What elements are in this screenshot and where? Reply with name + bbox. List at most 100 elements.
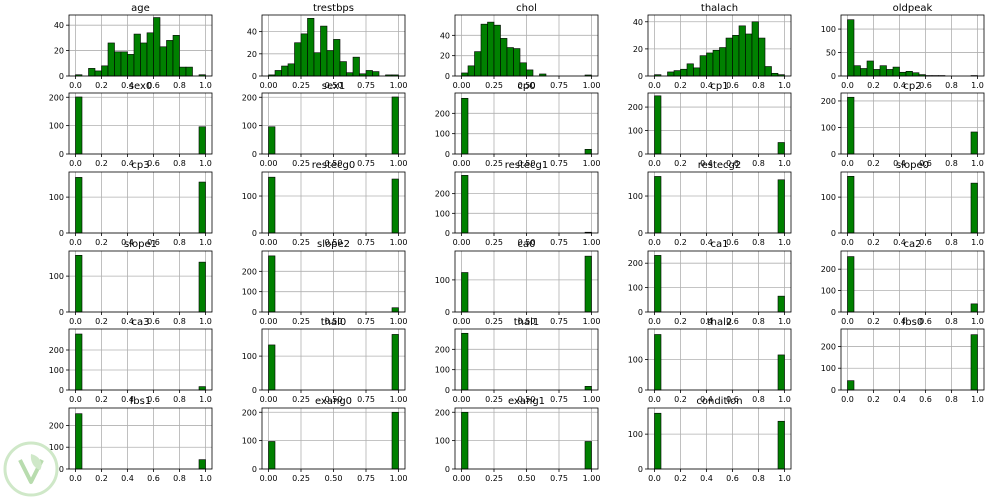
x-tick-label: 0.50 xyxy=(518,159,536,168)
y-tick-label: 100 xyxy=(628,356,643,365)
y-tick-label: 200 xyxy=(821,265,836,274)
x-tick-label: 0.25 xyxy=(485,159,503,168)
histogram-bar xyxy=(114,51,122,77)
x-tick-label: 0.75 xyxy=(357,81,375,90)
axes-frame xyxy=(647,171,792,234)
histogram-trestbps: 0 20 40 0.00 0.25 0.50 0.75 1.00 trestbps xyxy=(247,3,408,90)
histogram-title: ca2 xyxy=(904,239,922,250)
x-tick-label: 0.4 xyxy=(121,474,134,483)
y-tick-label: 0 xyxy=(831,308,836,317)
y-tick-label: 100 xyxy=(242,288,257,297)
histogram-bar xyxy=(461,272,469,313)
x-tick-label: 0.2 xyxy=(674,317,687,326)
x-tick-label: 0.75 xyxy=(357,159,375,168)
x-tick-label: 0.0 xyxy=(841,395,854,404)
histogram-bar xyxy=(699,55,707,77)
histogram-title: condition xyxy=(696,396,742,407)
x-tick-label: 0.75 xyxy=(550,159,568,168)
y-tick-label: 0 xyxy=(445,229,450,238)
x-tick-label: 0.2 xyxy=(674,159,687,168)
x-tick-label: 0.00 xyxy=(453,317,471,326)
y-tick-label: 0 xyxy=(445,465,450,474)
x-tick-label: 0.8 xyxy=(945,317,958,326)
x-tick-label: 0.00 xyxy=(260,159,278,168)
x-tick-label: 0.50 xyxy=(325,474,343,483)
x-tick-label: 0.25 xyxy=(292,238,310,247)
y-tick-label: 100 xyxy=(435,437,450,446)
histogram-cp0: 0 100 200 0.00 0.25 0.50 0.75 1.00 cp0 xyxy=(435,81,601,168)
x-tick-label: 0.25 xyxy=(485,317,503,326)
histogram-title: cp1 xyxy=(710,81,728,92)
histogram-title: sex1 xyxy=(322,81,345,92)
histogram-title: ca0 xyxy=(518,239,536,250)
histogram-bar xyxy=(513,48,521,77)
x-tick-label: 0.0 xyxy=(648,81,661,90)
y-tick-label: 50 xyxy=(826,49,836,58)
histogram-cp3: 0 100 0.0 0.2 0.4 0.6 0.8 1.0 cp3 xyxy=(49,160,213,247)
y-tick-label: 0 xyxy=(638,229,643,238)
x-tick-label: 0.75 xyxy=(550,317,568,326)
x-tick-label: 0.25 xyxy=(485,238,503,247)
y-tick-label: 20 xyxy=(633,45,643,54)
x-tick-label: 0.8 xyxy=(173,317,186,326)
histogram-bar xyxy=(487,21,495,77)
histogram-bar xyxy=(391,96,399,155)
y-tick-label: 100 xyxy=(628,284,643,293)
x-tick-label: 0.75 xyxy=(550,81,568,90)
histogram-bar xyxy=(654,255,662,313)
x-tick-label: 0.4 xyxy=(121,317,134,326)
x-tick-label: 0.00 xyxy=(453,238,471,247)
x-tick-label: 0.75 xyxy=(550,474,568,483)
y-tick-label: 20 xyxy=(247,50,257,59)
histogram-bar xyxy=(159,46,167,77)
histogram-slope1: 0 100 0.0 0.2 0.4 0.6 0.8 1.0 slope1 xyxy=(49,239,213,326)
histogram-thal1: 0 100 200 0.00 0.25 0.50 0.75 1.00 thal1 xyxy=(435,317,601,404)
histogram-bar xyxy=(94,70,102,77)
histogram-bar xyxy=(391,178,399,234)
histogram-bar xyxy=(172,35,180,77)
y-tick-label: 100 xyxy=(435,209,450,218)
x-tick-label: 0.0 xyxy=(841,81,854,90)
y-tick-label: 200 xyxy=(821,342,836,351)
histogram-bar xyxy=(777,295,785,313)
histogram-bar xyxy=(777,142,785,155)
histogram-bar xyxy=(320,25,328,77)
histogram-bar xyxy=(970,334,978,391)
histogram-condition: 0 100 0.0 0.2 0.4 0.6 0.8 1.0 condition xyxy=(628,396,792,483)
histogram-bar xyxy=(461,332,469,391)
histogram-bar xyxy=(847,256,855,313)
x-tick-label: 0.8 xyxy=(752,159,765,168)
x-tick-label: 1.0 xyxy=(778,395,791,404)
x-tick-label: 0.50 xyxy=(518,395,536,404)
x-tick-label: 0.8 xyxy=(173,474,186,483)
x-tick-label: 0.50 xyxy=(325,238,343,247)
axes-frame xyxy=(68,171,213,234)
x-tick-label: 0.00 xyxy=(260,317,278,326)
x-tick-label: 0.50 xyxy=(325,317,343,326)
x-tick-label: 0.8 xyxy=(173,159,186,168)
histogram-bar xyxy=(268,255,276,313)
x-tick-label: 0.0 xyxy=(648,317,661,326)
y-tick-label: 100 xyxy=(821,287,836,296)
x-tick-label: 1.00 xyxy=(583,395,601,404)
histogram-cp1: 0 100 200 0.0 0.2 0.4 0.6 0.8 1.0 cp1 xyxy=(628,81,792,168)
y-tick-label: 200 xyxy=(242,93,257,102)
x-tick-label: 0.6 xyxy=(726,81,739,90)
x-tick-label: 1.00 xyxy=(390,474,408,483)
histogram-bar xyxy=(391,411,399,470)
x-tick-label: 0.4 xyxy=(893,159,906,168)
histogram-bar xyxy=(185,66,193,77)
x-tick-label: 0.25 xyxy=(292,81,310,90)
x-tick-label: 0.8 xyxy=(752,474,765,483)
axes-frame xyxy=(647,250,792,313)
x-tick-label: 0.50 xyxy=(518,81,536,90)
histogram-slope2: 0 100 200 0.00 0.25 0.50 0.75 1.00 slope2 xyxy=(242,239,408,326)
histogram-fbs1: 0 100 200 0.0 0.2 0.4 0.6 0.8 1.0 fbs1 xyxy=(49,396,213,483)
x-tick-label: 0.75 xyxy=(357,395,375,404)
x-tick-label: 0.6 xyxy=(147,317,160,326)
histogram-bar xyxy=(268,126,276,155)
histogram-cp2: 0 100 200 0.0 0.2 0.4 0.6 0.8 1.0 cp2 xyxy=(821,81,985,168)
x-tick-label: 1.00 xyxy=(583,81,601,90)
x-tick-label: 0.4 xyxy=(893,238,906,247)
histogram-title: fbs1 xyxy=(130,396,151,407)
